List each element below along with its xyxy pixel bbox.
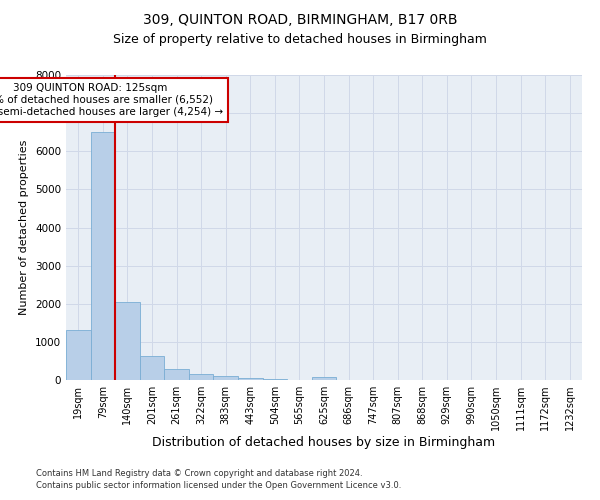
Text: 309 QUINTON ROAD: 125sqm
← 60% of detached houses are smaller (6,552)
39% of sem: 309 QUINTON ROAD: 125sqm ← 60% of detach… [0,84,223,116]
Y-axis label: Number of detached properties: Number of detached properties [19,140,29,315]
Text: 309, QUINTON ROAD, BIRMINGHAM, B17 0RB: 309, QUINTON ROAD, BIRMINGHAM, B17 0RB [143,12,457,26]
X-axis label: Distribution of detached houses by size in Birmingham: Distribution of detached houses by size … [152,436,496,449]
Bar [312,376,336,380]
Text: Contains public sector information licensed under the Open Government Licence v3: Contains public sector information licen… [36,481,401,490]
Bar [189,374,214,380]
Text: Size of property relative to detached houses in Birmingham: Size of property relative to detached ho… [113,32,487,46]
Bar [91,132,115,380]
Bar [238,378,263,380]
Bar [164,368,189,380]
Bar [115,302,140,380]
Bar [214,376,238,380]
Text: Contains HM Land Registry data © Crown copyright and database right 2024.: Contains HM Land Registry data © Crown c… [36,468,362,477]
Bar [66,330,91,380]
Bar [263,379,287,380]
Bar [140,356,164,380]
